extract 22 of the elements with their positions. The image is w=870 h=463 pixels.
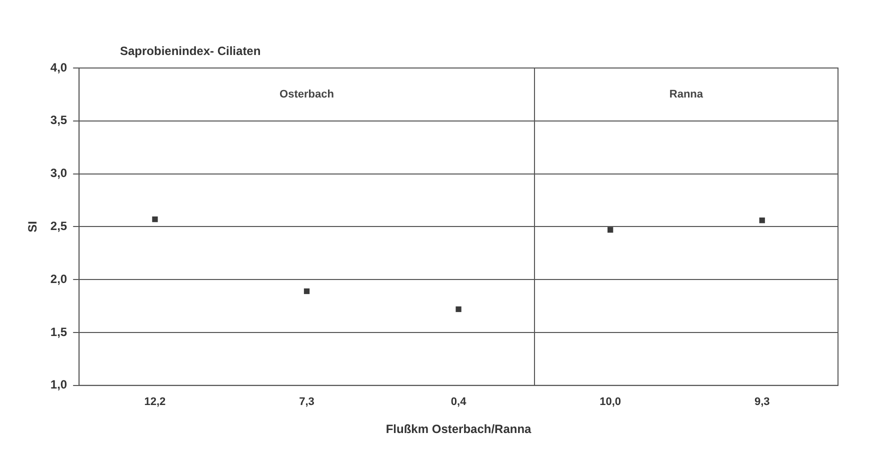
y-tick-label: 2,5	[50, 219, 68, 234]
y-axis-title: SI	[26, 221, 40, 232]
y-tick-label: 1,0	[50, 378, 68, 392]
y-tick-label: 1,5	[50, 324, 68, 339]
y-tick-label: 4,0	[50, 60, 68, 74]
chart-title: Saprobienindex- Ciliaten	[120, 44, 261, 58]
x-tick-label: 10,0	[600, 396, 622, 408]
annotation: Osterbach	[280, 88, 334, 100]
x-axis-title: Flußkm Osterbach/Ranna	[386, 422, 532, 436]
y-tick-label: 2,0	[50, 272, 68, 286]
point	[456, 306, 462, 312]
x-tick-label: 9,3	[754, 396, 770, 408]
y-tick-label: 3,5	[50, 113, 68, 128]
x-tick-label: 12,2	[144, 396, 166, 408]
x-tick-label: 7,3	[299, 396, 314, 408]
x-tick-label: 0,4	[450, 396, 468, 408]
y-tick-label: 3,0	[50, 166, 68, 180]
point	[152, 216, 158, 222]
point	[304, 288, 310, 294]
point	[759, 218, 765, 224]
point	[607, 227, 614, 233]
annotation: Ranna	[669, 88, 704, 100]
